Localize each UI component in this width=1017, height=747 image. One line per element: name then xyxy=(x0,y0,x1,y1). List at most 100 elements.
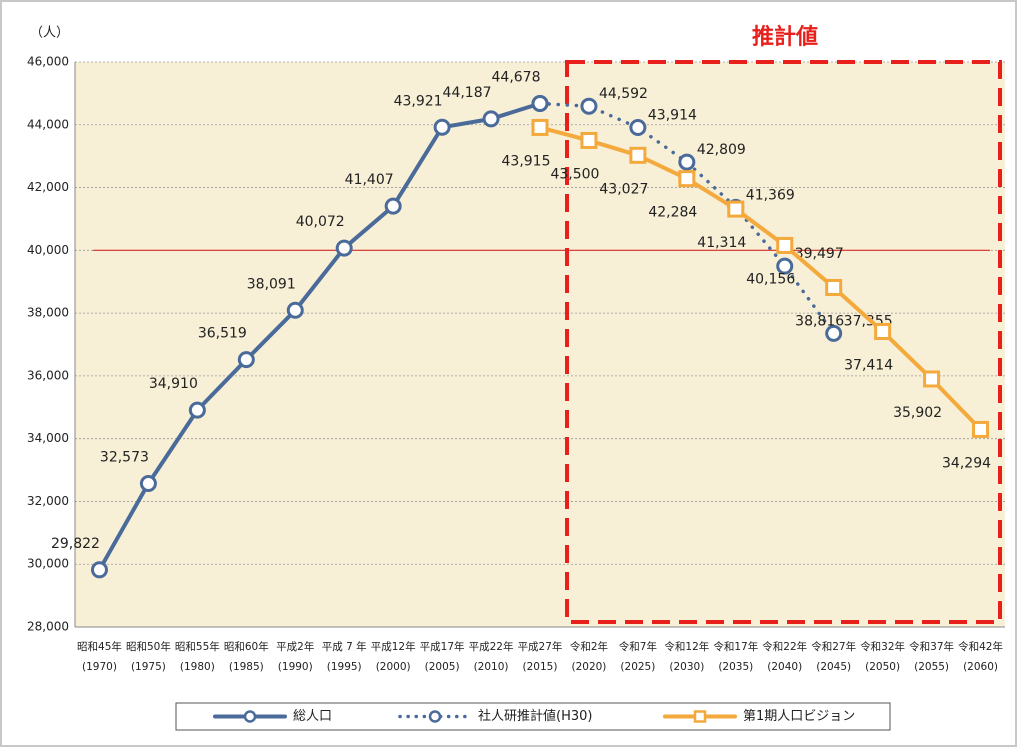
data-label: 36,519 xyxy=(198,326,247,342)
x-tick-label: (2035) xyxy=(718,661,753,673)
marker xyxy=(286,301,304,319)
plot-area xyxy=(75,62,1005,627)
x-tick-label: 昭和50年 xyxy=(126,640,171,653)
data-label: 40,156 xyxy=(746,271,795,287)
x-tick-label: 令和17年 xyxy=(713,640,758,653)
series-line xyxy=(97,101,542,572)
x-tick-label: (2020) xyxy=(571,661,606,673)
data-label: 38,091 xyxy=(247,276,296,292)
data-label: 32,573 xyxy=(100,449,149,465)
x-tick-label: (2000) xyxy=(376,661,411,673)
marker xyxy=(727,200,745,218)
data-label: 41,407 xyxy=(345,172,394,188)
x-tick-label: (1980) xyxy=(180,661,215,673)
x-tick-label: 令和42年 xyxy=(958,640,1003,653)
data-label: 44,592 xyxy=(599,86,648,102)
marker xyxy=(531,94,549,112)
x-tick-label: (1995) xyxy=(327,661,362,673)
data-label: 44,187 xyxy=(443,85,492,101)
marker xyxy=(139,474,157,492)
legend-marker xyxy=(243,710,257,723)
marker xyxy=(482,110,500,128)
x-tick-label: (2045) xyxy=(816,661,851,673)
marker xyxy=(90,561,108,579)
x-tick-label: (2040) xyxy=(767,661,802,673)
data-label: 41,314 xyxy=(697,235,746,251)
x-tick-label: (2010) xyxy=(474,661,509,673)
x-tick-label: 平成17年 xyxy=(420,640,465,653)
x-tick-label: 令和22年 xyxy=(762,640,807,653)
legend-marker xyxy=(428,710,442,723)
x-tick-label: 令和7年 xyxy=(619,640,657,653)
y-tick-label: 34,000 xyxy=(27,431,69,445)
marker xyxy=(776,257,794,275)
data-label: 37,414 xyxy=(844,358,893,374)
x-tick-label: 令和12年 xyxy=(664,640,709,653)
x-tick-label: 令和2年 xyxy=(570,640,608,653)
marker xyxy=(188,401,206,419)
x-tick-label: 平成22年 xyxy=(469,640,514,653)
x-tick-label: (1990) xyxy=(278,661,313,673)
legend-marker xyxy=(693,710,707,723)
marker xyxy=(237,351,255,369)
x-tick-label: (1985) xyxy=(229,661,264,673)
data-label: 42,284 xyxy=(648,205,697,221)
data-label: 43,027 xyxy=(599,181,648,197)
x-tick-label: (2055) xyxy=(914,661,949,673)
y-tick-label: 40,000 xyxy=(27,243,69,257)
marker xyxy=(335,239,353,257)
data-label: 43,914 xyxy=(648,107,697,123)
data-label: 34,910 xyxy=(149,376,198,392)
x-tick-label: (2025) xyxy=(620,661,655,673)
y-tick-label: 46,000 xyxy=(27,55,69,69)
legend-label: 総人口 xyxy=(293,709,332,724)
data-label: 44,678 xyxy=(492,69,541,85)
marker xyxy=(384,197,402,215)
marker xyxy=(580,97,598,115)
data-label: 41,369 xyxy=(746,187,795,203)
data-label: 39,497 xyxy=(795,246,844,262)
x-tick-label: 平成12年 xyxy=(371,640,416,653)
marker xyxy=(433,118,451,136)
x-tick-label: 令和27年 xyxy=(811,640,856,653)
x-tick-label: (2005) xyxy=(425,661,460,673)
x-tick-label: 昭和45年 xyxy=(77,640,122,653)
y-tick-label: 36,000 xyxy=(27,368,69,382)
data-label: 43,500 xyxy=(550,166,599,182)
x-tick-label: 昭和55年 xyxy=(175,640,220,653)
marker xyxy=(825,278,843,296)
y-unit: （人） xyxy=(30,26,69,41)
x-tick-label: 平成 7 年 xyxy=(322,640,367,653)
y-tick-label: 28,000 xyxy=(27,620,69,634)
x-tick-label: (1975) xyxy=(131,661,166,673)
x-tick-label: (2015) xyxy=(523,661,558,673)
legend-label: 第1期人口ビジョン xyxy=(743,709,855,724)
data-label: 43,921 xyxy=(394,93,443,109)
data-label: 29,822 xyxy=(51,536,100,552)
marker xyxy=(923,370,941,388)
series-line xyxy=(538,125,983,432)
x-tick-label: 平成27年 xyxy=(518,640,563,653)
forecast-box xyxy=(565,60,1002,624)
marker xyxy=(825,324,843,342)
y-tick-label: 30,000 xyxy=(27,557,69,571)
marker xyxy=(678,170,696,188)
marker xyxy=(972,420,990,438)
x-tick-label: (1970) xyxy=(82,661,117,673)
y-tick-label: 42,000 xyxy=(27,180,69,194)
legend-label: 社人研推計値(H30) xyxy=(478,708,592,724)
x-tick-label: (2060) xyxy=(963,661,998,673)
marker xyxy=(776,236,794,254)
legend-box xyxy=(175,702,891,731)
y-tick-label: 32,000 xyxy=(27,494,69,508)
data-label: 40,072 xyxy=(296,214,345,230)
data-label: 43,915 xyxy=(502,153,551,169)
marker xyxy=(629,118,647,136)
data-label: 38,816 xyxy=(795,313,844,329)
marker xyxy=(629,146,647,164)
x-tick-label: 令和32年 xyxy=(860,640,905,653)
annotation: 推計値 xyxy=(752,24,818,50)
marker xyxy=(531,118,549,136)
y-tick-label: 38,000 xyxy=(27,306,69,320)
